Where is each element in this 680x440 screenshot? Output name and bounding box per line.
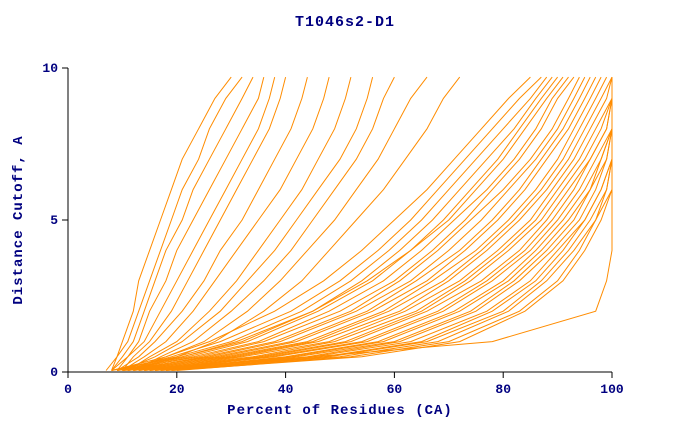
series-line [127,76,597,371]
series-line [133,76,608,371]
series-line [111,76,564,371]
series-line [116,76,308,371]
series-line [122,76,374,371]
series-line [149,77,613,371]
series-line [133,76,395,371]
series-line [144,77,613,371]
y-tick-label: 10 [42,61,58,76]
series-line [122,76,553,371]
y-axis-label: Distance Cutoff, A [11,135,27,304]
series-line [111,76,276,371]
series-line [111,76,548,371]
series-line [116,76,542,371]
series-line [111,76,531,371]
series-line [111,76,232,371]
series-line [122,76,287,371]
series-line [127,76,352,371]
series-line [127,76,580,371]
y-tick-label: 5 [50,213,58,228]
series-line [116,76,265,371]
x-tick-label: 100 [600,382,624,397]
series-line [127,76,428,371]
series-line [133,77,613,371]
series-line [122,76,330,371]
series-line [116,76,558,371]
x-tick-label: 40 [278,382,294,397]
y-tick-label: 0 [50,365,58,380]
chart-title: T1046s2-D1 [295,14,395,31]
series-line [111,76,254,371]
series-line [127,76,613,371]
series-line [144,77,613,371]
series-line [105,76,243,371]
series-line [133,76,461,371]
series-lines [105,76,613,371]
series-line [116,76,575,371]
series-line [122,76,602,371]
series-line [122,76,569,371]
x-tick-label: 0 [64,382,72,397]
axis-ticks: 0 20 40 60 80 100 0 5 10 [42,61,624,397]
series-line [138,76,613,371]
series-line [116,76,591,371]
x-tick-label: 60 [387,382,403,397]
x-axis-label: Percent of Residues (CA) [227,403,453,419]
series-line [122,76,586,371]
x-tick-label: 80 [495,382,511,397]
series-line [122,77,613,371]
x-tick-label: 20 [169,382,185,397]
